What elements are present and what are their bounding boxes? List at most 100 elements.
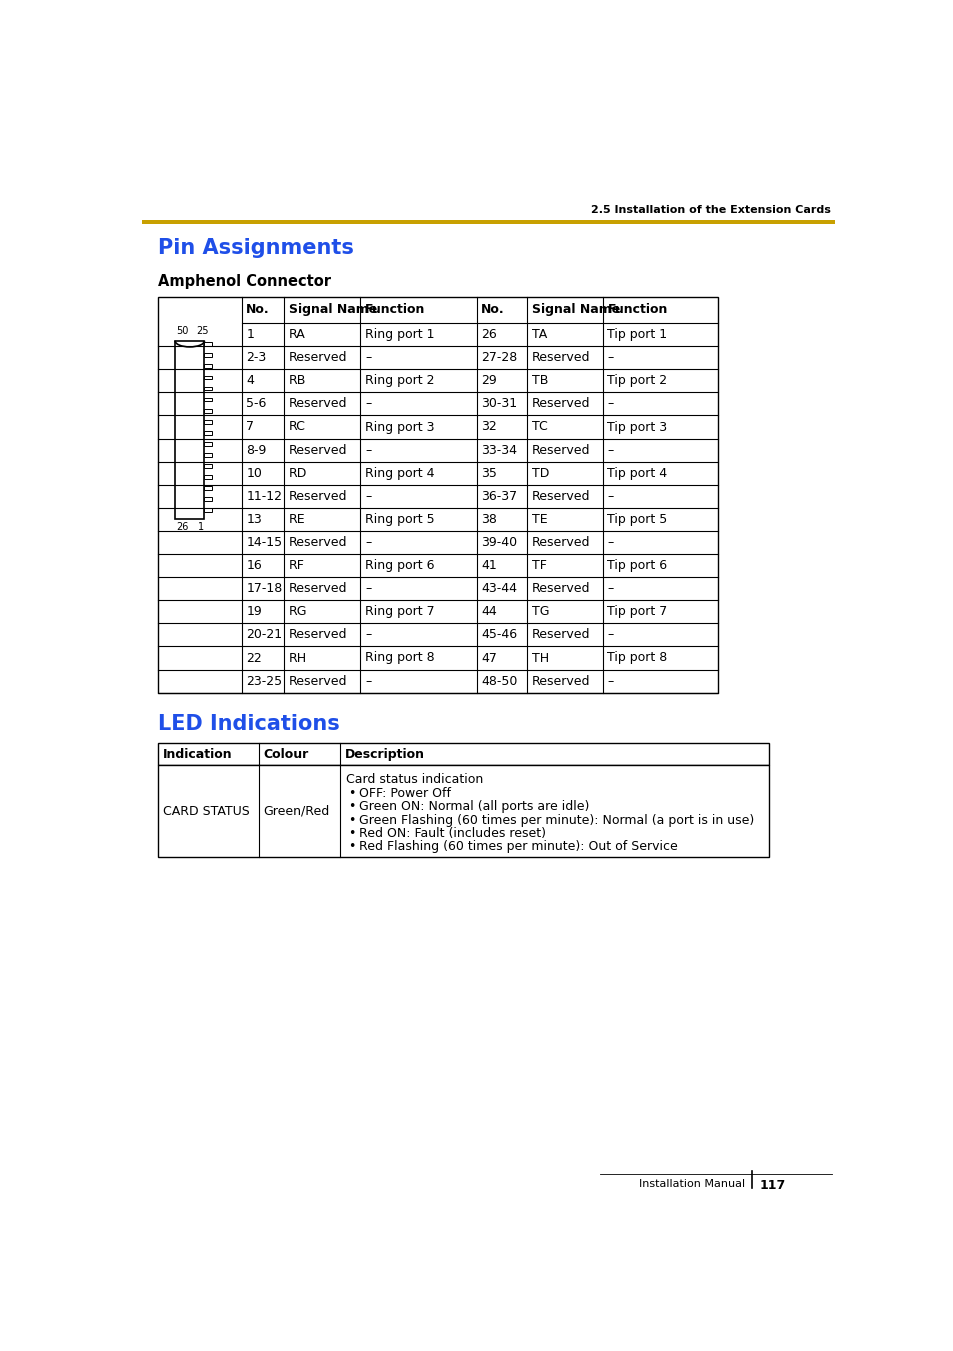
Text: TF: TF	[531, 559, 546, 571]
Bar	[158, 743, 769, 765]
Text: Tip port 2: Tip port 2	[607, 374, 667, 388]
Text: Ring port 2: Ring port 2	[365, 374, 434, 388]
Bar	[204, 442, 212, 446]
Text: Ring port 7: Ring port 7	[365, 605, 435, 619]
Text: Ring port 3: Ring port 3	[365, 420, 434, 434]
Bar	[204, 409, 212, 412]
Text: –: –	[607, 397, 613, 411]
Text: Card status indication: Card status indication	[346, 773, 483, 786]
Text: Green/Red: Green/Red	[263, 805, 330, 817]
Text: Reserved: Reserved	[531, 490, 590, 503]
Text: Reserved: Reserved	[289, 443, 347, 457]
Text: Reserved: Reserved	[289, 674, 347, 688]
Text: Tip port 3: Tip port 3	[607, 420, 667, 434]
Text: 35: 35	[480, 466, 497, 480]
Text: No.: No.	[480, 304, 504, 316]
Text: •: •	[348, 840, 355, 852]
Text: Green Flashing (60 times per minute): Normal (a port is in use): Green Flashing (60 times per minute): No…	[358, 813, 753, 827]
Bar	[204, 453, 212, 457]
Text: TC: TC	[531, 420, 547, 434]
Text: 1: 1	[198, 523, 204, 532]
Text: 8-9: 8-9	[246, 443, 267, 457]
Text: 45-46: 45-46	[480, 628, 517, 642]
Text: OFF: Power Off: OFF: Power Off	[358, 788, 450, 800]
Text: Function: Function	[607, 304, 667, 316]
Text: Reserved: Reserved	[289, 536, 347, 549]
Text: Tip port 1: Tip port 1	[607, 328, 667, 340]
Text: Ring port 5: Ring port 5	[365, 513, 435, 526]
Bar	[174, 340, 204, 519]
Text: TG: TG	[531, 605, 549, 619]
Text: 32: 32	[480, 420, 497, 434]
Text: Green ON: Normal (all ports are idle): Green ON: Normal (all ports are idle)	[358, 800, 589, 813]
Text: Ring port 1: Ring port 1	[365, 328, 434, 340]
Text: RE: RE	[289, 513, 305, 526]
Text: TD: TD	[531, 466, 548, 480]
Text: Ring port 4: Ring port 4	[365, 466, 434, 480]
Bar	[158, 765, 769, 858]
Text: –: –	[607, 628, 613, 642]
Text: Reserved: Reserved	[531, 351, 590, 365]
Text: –: –	[365, 490, 371, 503]
Bar	[204, 497, 212, 501]
Text: •: •	[348, 827, 355, 839]
Text: –: –	[607, 490, 613, 503]
Text: TE: TE	[531, 513, 547, 526]
Text: –: –	[607, 351, 613, 365]
Bar	[204, 486, 212, 490]
Text: RF: RF	[289, 559, 305, 571]
Text: –: –	[607, 443, 613, 457]
Text: RB: RB	[289, 374, 306, 388]
Text: Signal Name: Signal Name	[289, 304, 376, 316]
Text: Amphenol Connector: Amphenol Connector	[158, 274, 331, 289]
Text: Reserved: Reserved	[531, 674, 590, 688]
Bar	[204, 476, 212, 480]
Text: –: –	[365, 443, 371, 457]
Text: RG: RG	[289, 605, 307, 619]
Text: –: –	[607, 582, 613, 596]
Text: 25: 25	[196, 326, 209, 336]
Text: 16: 16	[246, 559, 262, 571]
Text: 26: 26	[176, 523, 189, 532]
Text: 48-50: 48-50	[480, 674, 517, 688]
Text: RA: RA	[289, 328, 305, 340]
Text: Reserved: Reserved	[531, 397, 590, 411]
Text: –: –	[365, 582, 371, 596]
Text: 41: 41	[480, 559, 497, 571]
Text: –: –	[365, 536, 371, 549]
Text: 43-44: 43-44	[480, 582, 517, 596]
Bar	[204, 376, 212, 380]
Text: Red ON: Fault (includes reset): Red ON: Fault (includes reset)	[358, 827, 545, 839]
Text: 39-40: 39-40	[480, 536, 517, 549]
Text: 117: 117	[759, 1178, 785, 1192]
Text: 44: 44	[480, 605, 497, 619]
Text: Reserved: Reserved	[531, 582, 590, 596]
Text: TH: TH	[531, 651, 548, 665]
Text: 27-28: 27-28	[480, 351, 517, 365]
Text: 38: 38	[480, 513, 497, 526]
Text: 5-6: 5-6	[246, 397, 267, 411]
Bar	[204, 386, 212, 390]
Text: –: –	[607, 674, 613, 688]
Text: •: •	[348, 800, 355, 813]
Bar	[204, 365, 212, 369]
Text: •: •	[348, 788, 355, 800]
Text: –: –	[365, 397, 371, 411]
Text: Red Flashing (60 times per minute): Out of Service: Red Flashing (60 times per minute): Out …	[358, 840, 677, 852]
Bar	[158, 297, 717, 693]
Bar	[204, 463, 212, 467]
Bar	[204, 431, 212, 435]
Text: Tip port 8: Tip port 8	[607, 651, 667, 665]
Text: 22: 22	[246, 651, 262, 665]
Text: –: –	[607, 536, 613, 549]
Text: Tip port 7: Tip port 7	[607, 605, 667, 619]
Text: Colour: Colour	[263, 747, 309, 761]
Text: 26: 26	[480, 328, 497, 340]
Text: 50: 50	[176, 326, 189, 336]
Text: TB: TB	[531, 374, 547, 388]
Text: Tip port 4: Tip port 4	[607, 466, 667, 480]
Text: 2-3: 2-3	[246, 351, 266, 365]
Text: 13: 13	[246, 513, 262, 526]
Text: Reserved: Reserved	[531, 536, 590, 549]
Text: Reserved: Reserved	[289, 397, 347, 411]
